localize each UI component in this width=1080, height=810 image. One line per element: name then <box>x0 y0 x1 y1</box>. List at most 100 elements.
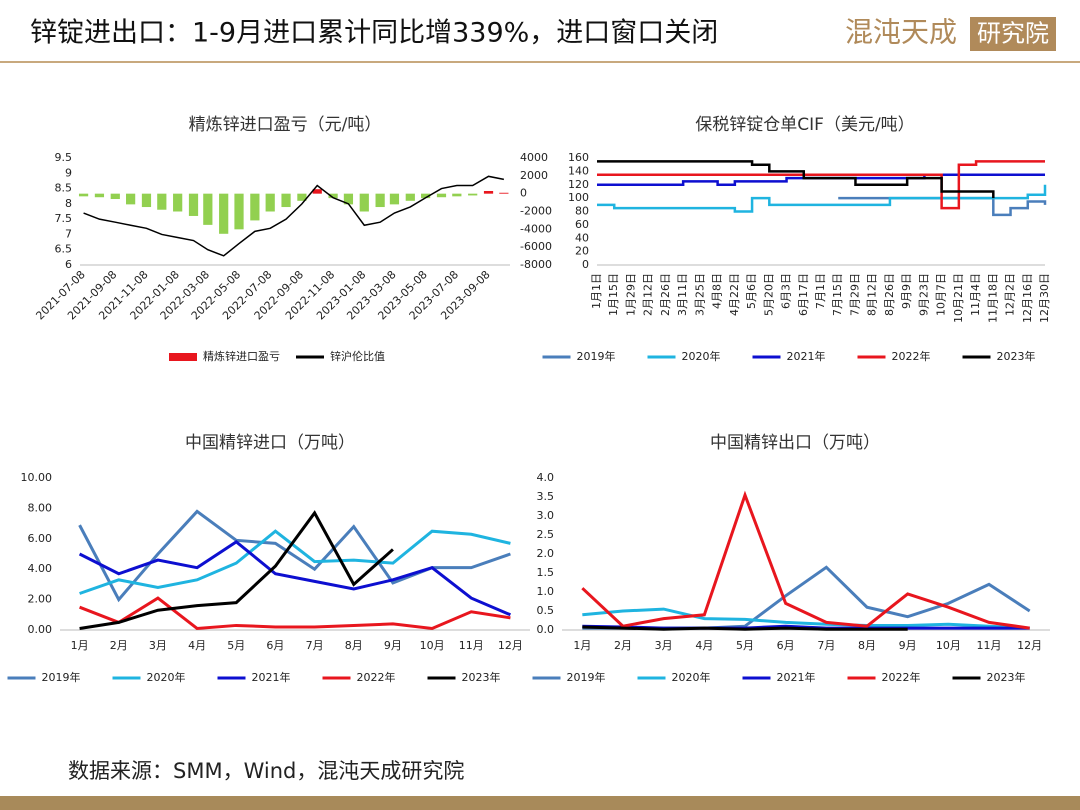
x-tick-label: 1月 <box>573 639 591 652</box>
y-tick-label: 60 <box>575 218 589 231</box>
x-tick-label: 12月2日 <box>1004 273 1017 316</box>
x-tick-label: 3月25日 <box>693 273 706 316</box>
x-tick-label: 5月20日 <box>762 273 775 316</box>
y-tick-label: 1.5 <box>537 566 555 579</box>
x-tick-label: 7月 <box>817 639 835 652</box>
bar <box>297 193 307 201</box>
bar <box>421 193 431 199</box>
x-tick-label: 5月 <box>736 639 754 652</box>
y-tick-label: 0.00 <box>28 623 53 636</box>
page-title: 锌锭进出口：1-9月进口累计同比增339%，进口窗口关闭 <box>30 18 718 49</box>
series-line <box>78 539 512 617</box>
y-tick-label: 0 <box>582 258 589 271</box>
x-tick-label: 12月30日 <box>1038 273 1051 323</box>
legend-label: 2021年 <box>787 349 826 363</box>
x-tick-label: 2月26日 <box>659 273 672 316</box>
series-line <box>597 160 1045 210</box>
x-tick-label: 7月1日 <box>814 273 827 309</box>
x-tick-label: 6月 <box>777 639 795 652</box>
legend-label: 2023年 <box>997 349 1036 363</box>
legend-label: 2020年 <box>672 670 711 684</box>
y2-tick-label: -2000 <box>520 205 552 218</box>
y-tick-label: 0.5 <box>537 604 555 617</box>
series-line <box>581 490 1030 630</box>
x-tick-label: 12月 <box>498 639 523 652</box>
x-tick-label: 8月26日 <box>883 273 896 316</box>
bar <box>234 193 244 230</box>
y-tick-label: 3.0 <box>537 509 555 522</box>
chart-title: 保税锌锭仓单CIF（美元/吨） <box>695 115 914 135</box>
x-tick-label: 4月 <box>188 639 206 652</box>
y-tick-label: 1.0 <box>537 585 555 598</box>
logo-box-text: 研究院 <box>977 20 1049 48</box>
x-tick-label: 3月 <box>149 639 167 652</box>
legend-label: 2022年 <box>357 670 396 684</box>
y-tick-label: 8.00 <box>28 501 53 514</box>
logo: 混沌天成 <box>845 16 957 49</box>
x-tick-label: 7月29日 <box>848 273 861 316</box>
chart-title: 中国精锌出口（万吨） <box>710 433 880 453</box>
bar <box>389 193 400 205</box>
x-tick-label: 12月16日 <box>1021 273 1034 323</box>
y-tick-label: 6.5 <box>55 243 73 256</box>
legend-swatch <box>169 353 197 361</box>
x-tick-label: 1月15日 <box>607 273 620 316</box>
x-tick-label: 11月 <box>459 639 484 652</box>
x-tick-label: 4月 <box>695 639 713 652</box>
series-line <box>78 509 511 603</box>
x-tick-label: 1月29日 <box>624 273 637 316</box>
x-tick-label: 8月 <box>858 639 876 652</box>
x-tick-label: 10月 <box>420 639 445 652</box>
x-tick-label: 9月23日 <box>917 273 930 316</box>
x-tick-label: 7月 <box>306 639 324 652</box>
source-note: 数据来源：SMM，Wind，混沌天成研究院 <box>68 759 464 783</box>
y-tick-label: 8 <box>65 197 72 210</box>
bar <box>436 193 447 198</box>
bar <box>343 193 354 205</box>
bar <box>468 193 478 196</box>
bar <box>499 192 509 194</box>
y-tick-label: 8.5 <box>55 182 73 195</box>
x-tick-label: 9月 <box>899 639 917 652</box>
chart-title: 精炼锌进口盈亏（元/吨） <box>189 115 382 135</box>
bar <box>375 193 385 208</box>
bar <box>452 193 462 197</box>
series-line <box>79 596 511 631</box>
bar <box>328 193 338 199</box>
x-tick-label: 5月 <box>227 639 245 652</box>
series-line <box>582 607 1030 630</box>
y-tick-label: 7 <box>65 227 72 240</box>
legend-label: 2021年 <box>252 670 291 684</box>
y-tick-label: 2.00 <box>28 593 53 606</box>
bar <box>312 189 322 194</box>
bar <box>78 193 89 197</box>
chart-title: 中国精锌进口（万吨） <box>185 433 355 453</box>
logo-box <box>970 17 1056 51</box>
bar <box>483 190 494 194</box>
x-tick-label: 11月 <box>977 639 1002 652</box>
x-tick-label: 4月8日 <box>711 273 724 309</box>
y-tick-label: 7.5 <box>55 212 73 225</box>
bar <box>405 193 415 201</box>
x-tick-label: 9月9日 <box>900 273 913 309</box>
y-tick-label: 160 <box>568 151 589 164</box>
y-tick-label: 4.0 <box>537 471 555 484</box>
bar <box>265 193 275 212</box>
x-tick-label: 10月 <box>936 639 961 652</box>
x-tick-label: 7月15日 <box>831 273 844 316</box>
series-line <box>597 173 1045 186</box>
x-tick-label: 10月7日 <box>935 273 948 316</box>
y-tick-label: 20 <box>575 245 589 258</box>
y-tick-label: 9 <box>65 166 72 179</box>
y-tick-label: 6.00 <box>28 532 53 545</box>
bar <box>126 193 136 205</box>
legend-label: 2023年 <box>462 670 501 684</box>
y2-tick-label: -6000 <box>520 240 552 253</box>
y2-tick-label: 0 <box>520 187 527 200</box>
x-tick-label: 5月6日 <box>745 273 758 309</box>
x-tick-label: 8月 <box>345 639 363 652</box>
legend-label: 2022年 <box>892 349 931 363</box>
x-tick-label: 2月 <box>110 639 128 652</box>
bar <box>94 193 105 198</box>
